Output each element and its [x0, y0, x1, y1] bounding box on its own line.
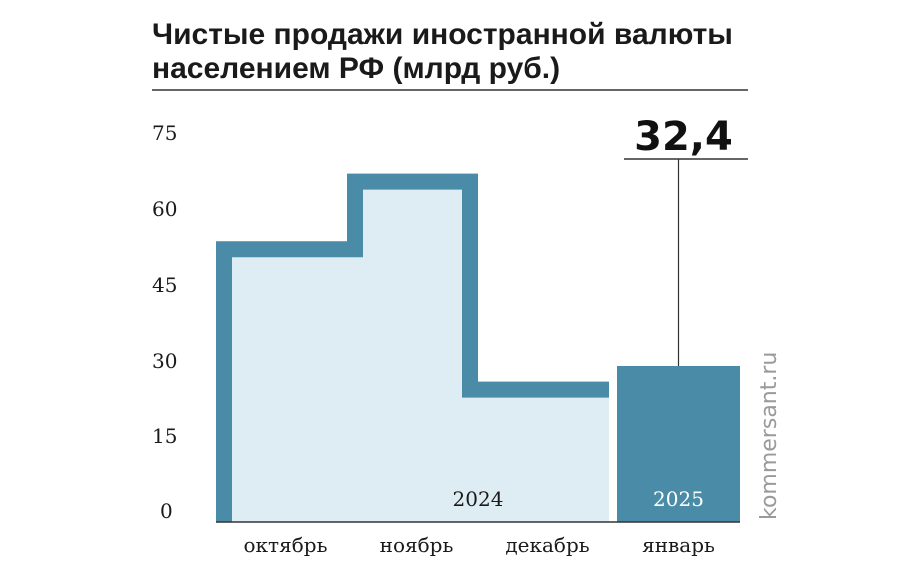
bars: [216, 173, 740, 522]
y-tick-15: 15: [152, 424, 177, 448]
chart-title-line-1: Чистые продажи иностранной валюты: [152, 18, 733, 51]
category-label-nov: ноябрь: [380, 533, 454, 557]
y-tick-45: 45: [152, 273, 177, 297]
bar-fill-2: [347, 173, 478, 522]
y-tick-60: 60: [152, 197, 177, 221]
category-label-oct: октябрь: [244, 533, 328, 557]
x-axis-categories: октябрь ноябрь декабрь январь: [244, 533, 716, 557]
bar-solid-4: [617, 366, 740, 522]
category-label-dec: декабрь: [505, 533, 589, 557]
chart-title-line-2: населением РФ (млрд руб.): [152, 52, 560, 85]
year-label-2024: 2024: [453, 487, 504, 511]
year-label-2025: 2025: [653, 487, 704, 511]
bar-fill-3: [478, 381, 609, 522]
y-axis-ticks: 75 60 45 30 15 0: [152, 121, 177, 523]
y-tick-75: 75: [152, 121, 177, 145]
category-label-jan: январь: [642, 533, 715, 557]
bar-fill-1: [216, 241, 347, 522]
callout-value: 32,4: [634, 114, 733, 160]
y-tick-0: 0: [160, 499, 173, 523]
y-tick-30: 30: [152, 349, 177, 373]
bar-outline-stepped: [216, 173, 609, 522]
credit-watermark: kommersant.ru: [757, 352, 782, 520]
